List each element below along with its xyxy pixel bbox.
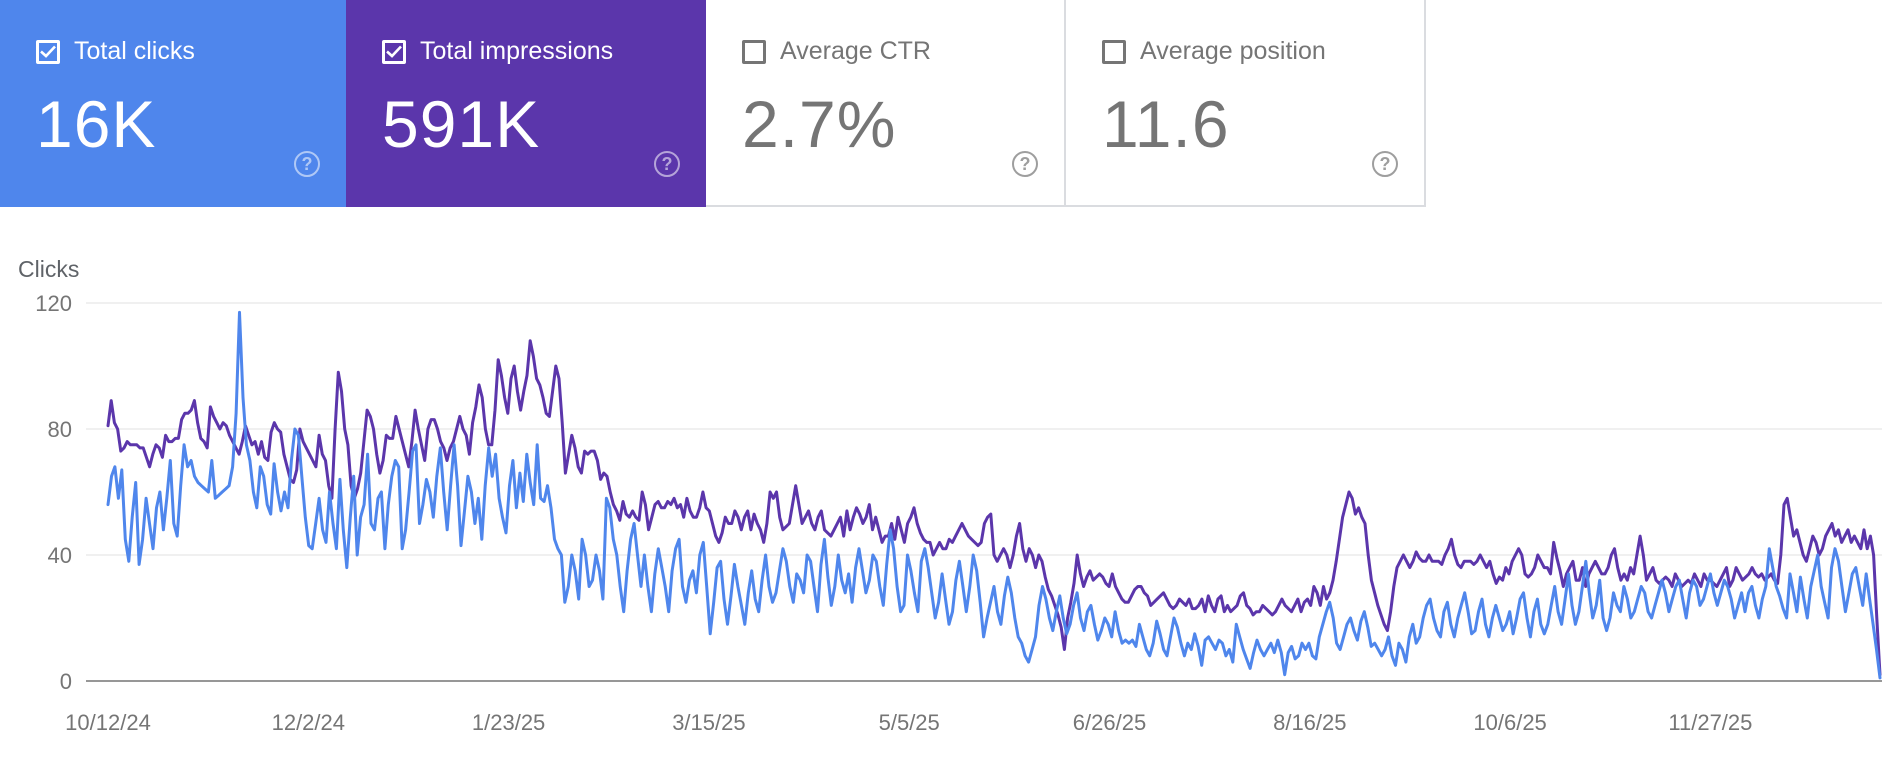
total-clicks-series-line <box>106 310 1882 680</box>
x-tick-label: 10/12/24 <box>65 710 151 735</box>
help-circle-icon[interactable]: ? <box>1372 151 1398 177</box>
x-tick-label: 11/27/25 <box>1668 710 1752 735</box>
y-tick-label: 80 <box>48 417 72 442</box>
x-tick-label: 1/23/25 <box>472 710 545 735</box>
average-ctr-card[interactable]: Average CTR 2.7% ? <box>706 0 1066 207</box>
x-tick-label: 6/26/25 <box>1073 710 1146 735</box>
total-impressions-card[interactable]: Total impressions 591K ? <box>346 0 706 207</box>
metric-cards: Total clicks 16K ? Total impressions 591… <box>0 0 1426 207</box>
card-value: 11.6 <box>1102 87 1230 161</box>
x-tick-label: 3/15/25 <box>672 710 745 735</box>
x-tick-label: 12/2/24 <box>272 710 345 735</box>
checkbox-checked-icon[interactable] <box>36 39 60 64</box>
card-label: Total impressions <box>420 37 614 65</box>
card-label: Average position <box>1140 37 1326 65</box>
y-axis-title: Clicks <box>18 256 80 282</box>
x-tick-label: 5/5/25 <box>879 710 940 735</box>
card-value: 2.7% <box>742 87 897 161</box>
checkbox-checked-icon[interactable] <box>382 39 406 64</box>
average-position-card[interactable]: Average position 11.6 ? <box>1066 0 1426 207</box>
card-header: Total clicks <box>36 37 195 66</box>
checkbox-unchecked-icon[interactable] <box>1102 39 1126 64</box>
y-tick-label: 120 <box>35 291 72 316</box>
y-tick-label: 40 <box>48 543 72 568</box>
x-tick-label: 8/16/25 <box>1273 710 1346 735</box>
total-clicks-card[interactable]: Total clicks 16K ? <box>0 0 346 207</box>
total-impressions-series-line <box>106 339 1882 677</box>
card-value: 16K <box>36 87 157 161</box>
help-circle-icon[interactable]: ? <box>294 151 320 177</box>
clicks-impressions-chart: 0 40 80 120 10/12/24 12/2/24 1/23/25 3/15/25 5/5… <box>35 291 1882 735</box>
card-header: Total impressions <box>382 37 613 66</box>
card-header: Average position <box>1102 37 1326 66</box>
card-value: 591K <box>382 87 541 161</box>
card-label: Total clicks <box>74 37 195 65</box>
y-tick-label: 0 <box>60 669 72 694</box>
card-header: Average CTR <box>742 37 931 66</box>
x-tick-label: 10/6/25 <box>1473 710 1546 735</box>
help-circle-icon[interactable]: ? <box>654 151 680 177</box>
help-circle-icon[interactable]: ? <box>1012 151 1038 177</box>
card-label: Average CTR <box>780 37 931 65</box>
checkbox-unchecked-icon[interactable] <box>742 39 766 64</box>
